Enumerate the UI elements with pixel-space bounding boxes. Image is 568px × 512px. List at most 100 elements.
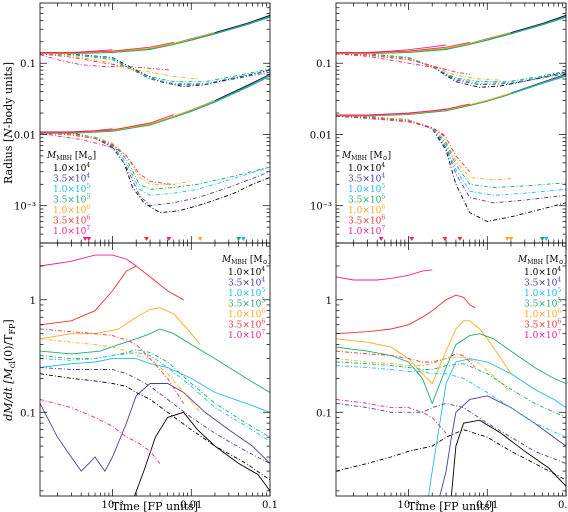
legend-entry: 1.0×106 [348, 204, 385, 216]
legend-entry: 1.0×105 [524, 287, 561, 299]
series-line-1 [336, 269, 433, 281]
series-line-14 [336, 44, 447, 53]
series-line-7 [336, 53, 447, 70]
legend-top-left: MMBH [M⊙]1.0×1043.5×1041.0×1053.5×1051.0… [46, 151, 96, 237]
series-line-26 [336, 92, 512, 117]
series-line-11 [40, 16, 270, 55]
series-line-10 [40, 338, 201, 413]
series-line-4 [40, 328, 270, 393]
series-line-10 [336, 16, 566, 54]
top-ylabel: Radius [N-body units] [2, 62, 15, 184]
legend-title: MMBH [M⊙] [46, 151, 96, 162]
series-line-10 [40, 16, 270, 54]
series-line-4 [336, 333, 566, 405]
series-line-4 [40, 53, 270, 83]
series-line-1 [40, 53, 270, 88]
time-marker [543, 237, 549, 241]
legend-entry: 1.0×104 [524, 266, 561, 278]
time-marker [442, 237, 448, 241]
series-line-12 [40, 352, 270, 442]
bottom-ylabel: dM/dt [Mcl(0)/TFP] [2, 319, 17, 420]
legend-entry: 3.5×104 [524, 277, 561, 289]
series-line-7 [40, 54, 119, 67]
series-line-6 [40, 383, 270, 472]
series-line-5 [428, 358, 566, 496]
legend-entry: 3.5×105 [228, 298, 265, 310]
legend-entry: 3.5×106 [53, 215, 90, 227]
time-marker [457, 237, 463, 241]
axes-frame [39, 242, 271, 497]
series-line-21 [336, 115, 447, 137]
legend-entry: 1.0×107 [348, 225, 385, 237]
y-tick-label: 0.1 [20, 408, 36, 419]
legend-title: MMBH [M⊙] [341, 151, 391, 162]
series-line-1 [336, 53, 566, 88]
series-line-2 [40, 53, 270, 86]
series-line-3 [40, 307, 201, 345]
series-line-23 [40, 74, 270, 134]
legend-title: MMBH [M⊙] [221, 255, 271, 266]
series-line-24 [40, 74, 270, 134]
xlabel-left: Time [FP units] [112, 500, 198, 512]
x-tick-label: 0.1 [262, 500, 278, 511]
series-line-20 [336, 115, 471, 172]
series-line-15 [336, 115, 566, 222]
time-marker [409, 237, 415, 241]
series-line-27 [40, 114, 174, 133]
legend-entry: 1.0×104 [348, 162, 385, 174]
panel-top-left [40, 14, 270, 214]
series-line-28 [336, 108, 447, 116]
time-marker [236, 237, 242, 241]
y-tick-label: 0.01 [14, 130, 36, 141]
series-line-3 [336, 320, 512, 385]
y-tick-label: 0.1 [316, 408, 332, 419]
legend-entry: 1.0×107 [53, 225, 90, 237]
series-line-12 [40, 32, 216, 54]
x-tick-label: 0.01 [180, 500, 202, 511]
series-line-2 [336, 294, 476, 335]
x-tick-label: 10⁻³ [102, 500, 124, 511]
panel-top-right [336, 14, 566, 222]
legend-entry: 3.5×106 [348, 215, 385, 227]
series-line-11 [336, 16, 566, 55]
panel-bottom-left [40, 254, 270, 496]
legend-entry: 3.5×106 [228, 319, 265, 331]
series-line-1 [40, 254, 137, 267]
y-tick-label: 1 [326, 296, 332, 307]
legend-bottom-left: MMBH [M⊙]1.0×1043.5×1041.0×1053.5×1051.0… [221, 255, 271, 341]
y-tick-label: 0.1 [316, 59, 332, 70]
series-line-14 [40, 373, 270, 481]
legend-entry: 1.0×105 [348, 183, 385, 195]
series-line-6 [40, 53, 171, 71]
legend-entry: 1.0×107 [228, 329, 265, 341]
time-marker [378, 237, 384, 241]
series-line-6 [336, 53, 470, 75]
series-line-2 [40, 265, 184, 326]
axes-overlay: 0.1 0.01 10⁻³ 0.1 0.01 10⁻³ 1 0.1 10⁻³ 0.01 0.1 1 0.… [14, 2, 568, 511]
legend-title: MMBH [M⊙] [517, 255, 567, 266]
series-line-5 [40, 358, 270, 413]
legend-entry: 1.0×104 [53, 162, 90, 174]
legend-entry: 1.0×105 [53, 183, 90, 195]
series-line-7 [134, 411, 270, 496]
xlabel-right: Time [FP units] [408, 500, 494, 512]
series-line-11 [336, 361, 566, 418]
x-tick-label: 0.1 [558, 500, 568, 511]
y-tick-label: 0.1 [20, 59, 36, 70]
y-tick-label: 10⁻³ [14, 202, 36, 213]
series-line-8 [40, 398, 161, 464]
legend-entry: 3.5×105 [53, 194, 90, 206]
series-line-2 [336, 53, 566, 86]
series-line-5 [336, 53, 502, 81]
series-line-8 [336, 398, 447, 434]
time-marker [508, 237, 514, 241]
time-marker [86, 237, 92, 241]
y-tick-label: 1 [30, 296, 36, 307]
series-line-14 [336, 429, 566, 481]
x-tick-label: 0.01 [476, 500, 498, 511]
panel-bottom-right [336, 269, 566, 496]
x-tick-label: 10⁻³ [398, 500, 420, 511]
series-line-10 [336, 356, 512, 393]
legend-entry: 1.0×107 [524, 329, 561, 341]
